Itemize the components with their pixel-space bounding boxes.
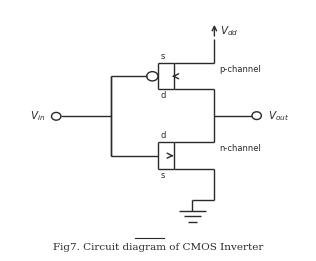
Text: $V_{out}$: $V_{out}$ bbox=[268, 109, 289, 123]
Text: d: d bbox=[161, 91, 166, 100]
Text: $V_{dd}$: $V_{dd}$ bbox=[220, 25, 238, 38]
Text: s: s bbox=[161, 52, 165, 61]
Text: d: d bbox=[161, 131, 166, 140]
Text: s: s bbox=[161, 171, 165, 180]
Text: p-channel: p-channel bbox=[219, 65, 261, 74]
Text: Fig7. Circuit diagram of CMOS Inverter: Fig7. Circuit diagram of CMOS Inverter bbox=[53, 244, 263, 252]
Text: $V_{in}$: $V_{in}$ bbox=[30, 109, 45, 123]
Text: n-channel: n-channel bbox=[219, 144, 261, 153]
